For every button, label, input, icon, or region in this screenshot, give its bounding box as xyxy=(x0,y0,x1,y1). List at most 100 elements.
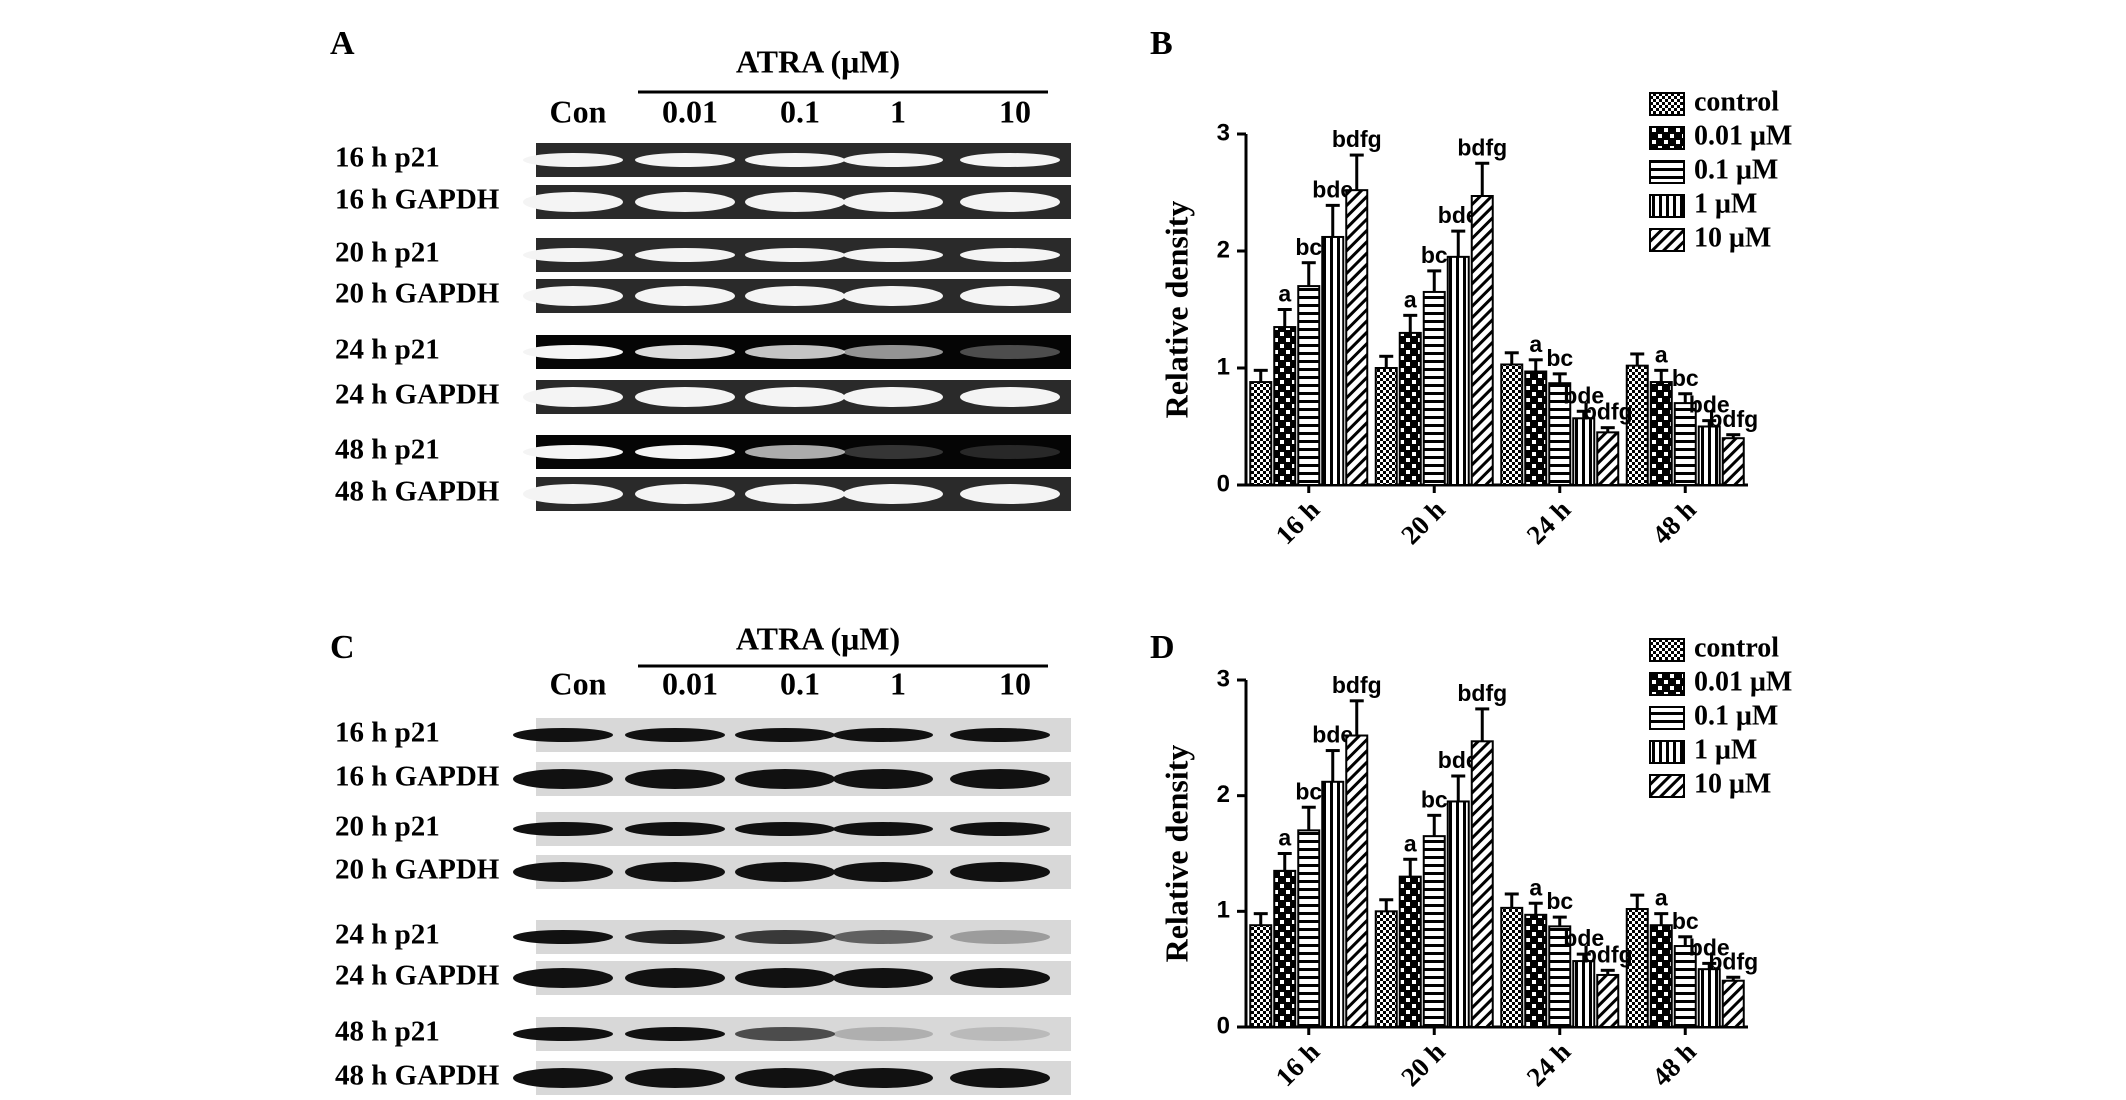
bar xyxy=(1321,235,1345,486)
bar xyxy=(1596,431,1620,487)
significance-label: bdfg xyxy=(1708,406,1758,432)
gel-band xyxy=(735,769,835,789)
legend-swatch xyxy=(1649,672,1685,696)
x-tick-label: 24 h xyxy=(1521,494,1577,550)
significance-label: bc xyxy=(1546,888,1573,914)
x-tick-label: 16 h xyxy=(1270,494,1326,550)
gel-band xyxy=(635,387,735,407)
gel-band xyxy=(745,192,845,212)
row-label: 48 h p21 xyxy=(335,1016,440,1048)
bar xyxy=(1500,363,1524,486)
bar xyxy=(1345,734,1369,1029)
gel-band xyxy=(513,862,613,882)
y-axis-label: Relative density xyxy=(1158,201,1194,419)
bar xyxy=(1345,189,1369,486)
legend-swatch xyxy=(1649,126,1685,150)
gel-band xyxy=(960,192,1060,212)
gel-band xyxy=(960,153,1060,167)
significance-label: bde xyxy=(1563,925,1604,951)
bar xyxy=(1374,910,1398,1028)
gel-band xyxy=(513,769,613,789)
gel-band xyxy=(625,968,725,988)
significance-label: a xyxy=(1278,825,1291,851)
gel-band xyxy=(513,968,613,988)
gel-band xyxy=(523,248,623,262)
gel-band xyxy=(950,822,1050,836)
gel-band xyxy=(635,192,735,212)
significance-label: bc xyxy=(1421,242,1448,268)
gel-band xyxy=(635,248,735,262)
row-label: 24 h p21 xyxy=(335,919,440,951)
gel-band xyxy=(735,728,835,742)
x-tick-label: 20 h xyxy=(1395,494,1451,550)
row-label: 48 h p21 xyxy=(335,434,440,466)
lane-label: 0.1 xyxy=(780,93,820,129)
bar xyxy=(1422,835,1446,1029)
significance-label: a xyxy=(1404,286,1417,312)
panel-letter: B xyxy=(1150,25,1173,62)
x-tick-label: 24 h xyxy=(1521,1036,1577,1092)
x-tick-label: 20 h xyxy=(1395,1036,1451,1092)
row-label: 16 h GAPDH xyxy=(335,761,500,793)
significance-label: bc xyxy=(1295,234,1322,260)
gel-band xyxy=(625,862,725,882)
significance-label: bde xyxy=(1563,382,1604,408)
bar xyxy=(1500,906,1524,1029)
gel-band xyxy=(960,387,1060,407)
significance-label: a xyxy=(1278,281,1291,307)
gel-band xyxy=(960,345,1060,359)
bar xyxy=(1422,290,1446,487)
gel-band xyxy=(843,192,943,212)
y-tick-label: 3 xyxy=(1217,119,1230,146)
gel-band xyxy=(745,445,845,459)
gel-band xyxy=(843,387,943,407)
gel-band xyxy=(950,930,1050,944)
significance-label: a xyxy=(1655,341,1668,367)
gel-band xyxy=(843,153,943,167)
gel-band xyxy=(735,862,835,882)
bar xyxy=(1524,370,1548,487)
legend-swatch xyxy=(1649,160,1685,184)
gel-band xyxy=(625,1068,725,1088)
gel-band xyxy=(833,769,933,789)
gel-band xyxy=(735,968,835,988)
legend-swatch xyxy=(1649,706,1685,730)
bar xyxy=(1649,381,1673,487)
lane-label: Con xyxy=(550,665,607,701)
gel-band xyxy=(625,930,725,944)
lane-label: 1 xyxy=(890,93,906,129)
bar xyxy=(1321,780,1345,1029)
significance-label: bc xyxy=(1672,365,1699,391)
significance-label: a xyxy=(1404,830,1417,856)
x-tick-label: 48 h xyxy=(1646,1036,1702,1092)
legend-label: 1 μM xyxy=(1694,734,1757,765)
bar xyxy=(1249,381,1273,487)
bar xyxy=(1273,326,1297,486)
row-label: 24 h GAPDH xyxy=(335,379,500,411)
gel-band xyxy=(523,387,623,407)
gel-band xyxy=(513,1068,613,1088)
gel-band xyxy=(735,930,835,944)
bar xyxy=(1697,968,1721,1029)
gel-band xyxy=(735,1027,835,1041)
gel-band xyxy=(950,1068,1050,1088)
gel-band xyxy=(513,1027,613,1041)
gel-band xyxy=(950,1027,1050,1041)
legend-label: 1 μM xyxy=(1694,188,1757,219)
gel-band xyxy=(513,930,613,944)
row-label: 20 h p21 xyxy=(335,811,440,843)
gel-band xyxy=(745,484,845,504)
y-tick-label: 1 xyxy=(1217,897,1230,924)
bar xyxy=(1625,908,1649,1029)
gel-band xyxy=(843,484,943,504)
gel-band xyxy=(833,862,933,882)
significance-label: bdfg xyxy=(1457,134,1507,160)
y-tick-label: 1 xyxy=(1217,353,1230,380)
gel-band xyxy=(745,286,845,306)
gel-band xyxy=(833,968,933,988)
bar xyxy=(1249,924,1273,1028)
bar xyxy=(1470,195,1494,486)
gel-band xyxy=(625,1027,725,1041)
gel-band xyxy=(833,1027,933,1041)
legend-label: control xyxy=(1694,632,1779,663)
